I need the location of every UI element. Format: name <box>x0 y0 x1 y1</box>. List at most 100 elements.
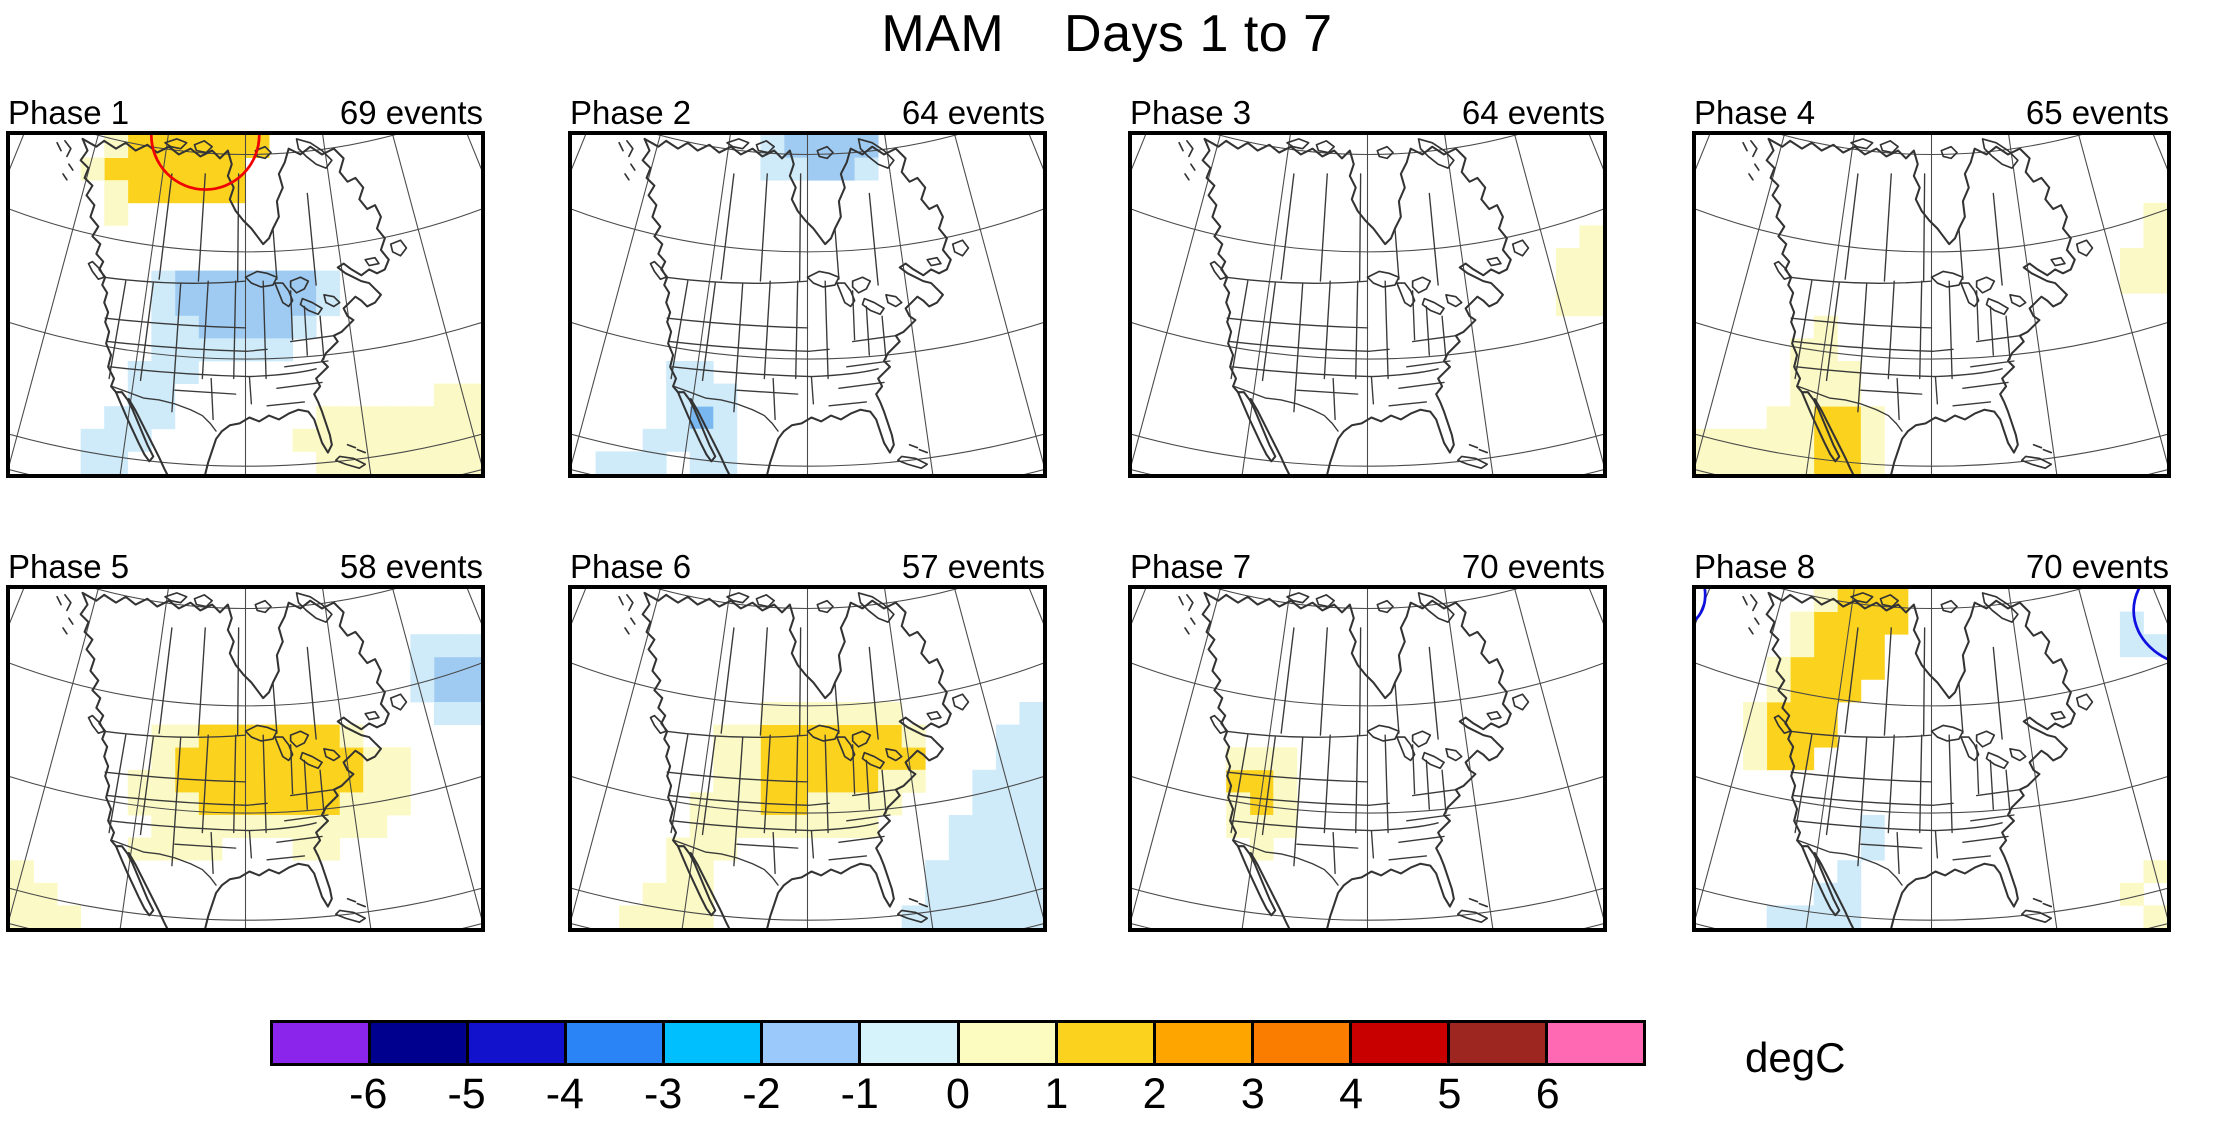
colorbar-segment-7 <box>959 1023 1058 1063</box>
panel-events-count: 58 events <box>339 548 483 585</box>
colorbar-segment-6 <box>861 1023 960 1063</box>
map-phase-2 <box>572 135 1043 474</box>
colorbar-segment-11 <box>1351 1023 1450 1063</box>
graticule <box>1132 589 1603 928</box>
panel-header: Phase 2 64 events <box>568 94 1047 131</box>
map-phase-4 <box>1696 135 2167 474</box>
anomaly-cells <box>1555 225 1603 317</box>
panel-title: Phase 1 <box>8 94 130 131</box>
map-phase-6 <box>572 589 1043 928</box>
panel-phase-5: Phase 5 58 events <box>6 548 485 932</box>
panel-events-count: 65 events <box>2025 94 2169 131</box>
colorbar-segment-4 <box>665 1023 764 1063</box>
colorbar-segment-2 <box>469 1023 568 1063</box>
panel-events-count: 70 events <box>1461 548 1605 585</box>
colorbar-ticks: -6 -5 -4 -3 -2 -1 0 1 2 3 4 5 6 <box>0 1070 2214 1120</box>
figure-title: MAM Days 1 to 7 <box>881 5 1333 63</box>
panel-phase-1: Phase 1 69 events <box>6 94 485 478</box>
basemap-outlines <box>1742 591 2094 928</box>
panel-events-count: 64 events <box>1461 94 1605 131</box>
panel-events-count: 70 events <box>2025 548 2169 585</box>
colorbar-tick--3: -3 <box>644 1070 683 1118</box>
panel-header: Phase 8 70 events <box>1692 548 2171 585</box>
colorbar-tick-3: 3 <box>1240 1070 1265 1118</box>
significance-contour <box>1696 589 1707 621</box>
anomaly-cells <box>1743 589 2167 928</box>
colorbar-segment-13 <box>1548 1023 1644 1063</box>
panel-title: Phase 5 <box>8 548 130 585</box>
map-frame <box>1692 585 2171 932</box>
panel-title: Phase 3 <box>1130 94 1252 131</box>
map-frame <box>6 585 485 932</box>
graticule <box>10 589 481 928</box>
panel-phase-8: Phase 8 70 events <box>1692 548 2171 932</box>
graticule <box>572 589 1043 928</box>
anomaly-cells <box>1226 747 1298 861</box>
basemap-outlines <box>56 137 408 474</box>
colorbar-segment-0 <box>273 1023 372 1063</box>
colorbar-tick--6: -6 <box>349 1070 388 1118</box>
panel-events-count: 64 events <box>901 94 1045 131</box>
colorbar-tick--5: -5 <box>447 1070 486 1118</box>
panel-header: Phase 7 70 events <box>1128 548 1607 585</box>
panel-title: Phase 6 <box>570 548 692 585</box>
map-phase-1 <box>10 135 481 474</box>
graticule <box>1132 135 1603 474</box>
colorbar-tick--1: -1 <box>840 1070 879 1118</box>
colorbar-segment-12 <box>1449 1023 1549 1063</box>
panel-title: Phase 4 <box>1694 94 1816 131</box>
panel-phase-2: Phase 2 64 events <box>568 94 1047 478</box>
graticule <box>1696 135 2167 474</box>
panel-title: Phase 7 <box>1130 548 1252 585</box>
panel-events-count: 69 events <box>339 94 483 131</box>
colorbar-segment-8 <box>1057 1023 1156 1063</box>
map-phase-7 <box>1132 589 1603 928</box>
colorbar-tick-6: 6 <box>1535 1070 1560 1118</box>
map-frame <box>568 585 1047 932</box>
colorbar-segment-5 <box>763 1023 862 1063</box>
colorbar-tick-0: 0 <box>946 1070 970 1118</box>
map-phase-5 <box>10 589 481 928</box>
colorbar-tick-4: 4 <box>1339 1070 1364 1118</box>
map-phase-8 <box>1696 589 2167 928</box>
map-frame <box>1692 131 2171 478</box>
colorbar-tick-1: 1 <box>1044 1070 1069 1118</box>
panel-header: Phase 5 58 events <box>6 548 485 585</box>
significance-contour <box>149 135 261 191</box>
significance-contour <box>2132 589 2167 661</box>
panel-events-count: 57 events <box>901 548 1045 585</box>
panel-phase-4: Phase 4 65 events <box>1692 94 2171 478</box>
graticule <box>1696 589 2167 928</box>
basemap-outlines <box>1178 591 1530 928</box>
panel-phase-7: Phase 7 70 events <box>1128 548 1607 932</box>
panel-header: Phase 1 69 events <box>6 94 485 131</box>
map-frame <box>6 131 485 478</box>
map-frame <box>1128 131 1607 478</box>
basemap-outlines <box>618 137 970 474</box>
map-frame <box>568 131 1047 478</box>
panel-header: Phase 6 57 events <box>568 548 1047 585</box>
basemap-outlines <box>618 591 970 928</box>
map-phase-3 <box>1132 135 1603 474</box>
map-frame <box>1128 585 1607 932</box>
graticule <box>10 135 481 474</box>
panel-header: Phase 3 64 events <box>1128 94 1607 131</box>
colorbar-segment-10 <box>1253 1023 1352 1063</box>
basemap-outlines <box>1178 137 1530 474</box>
colorbar-segment-1 <box>371 1023 470 1063</box>
colorbar-unit-label: degC <box>1745 1034 1846 1081</box>
colorbar-tick-5: 5 <box>1437 1070 1462 1118</box>
panel-title: Phase 8 <box>1694 548 1816 585</box>
colorbar-tick--4: -4 <box>545 1070 584 1118</box>
panel-header: Phase 4 65 events <box>1692 94 2171 131</box>
panel-phase-3: Phase 3 64 events <box>1128 94 1607 478</box>
basemap-outlines <box>56 591 408 928</box>
basemap-outlines <box>1742 137 2094 474</box>
colorbar-tick--2: -2 <box>742 1070 781 1118</box>
graticule <box>572 135 1043 474</box>
colorbar-tick-2: 2 <box>1142 1070 1167 1118</box>
colorbar <box>270 1020 1646 1066</box>
colorbar-segment-3 <box>567 1023 666 1063</box>
anomaly-cells <box>595 135 879 474</box>
